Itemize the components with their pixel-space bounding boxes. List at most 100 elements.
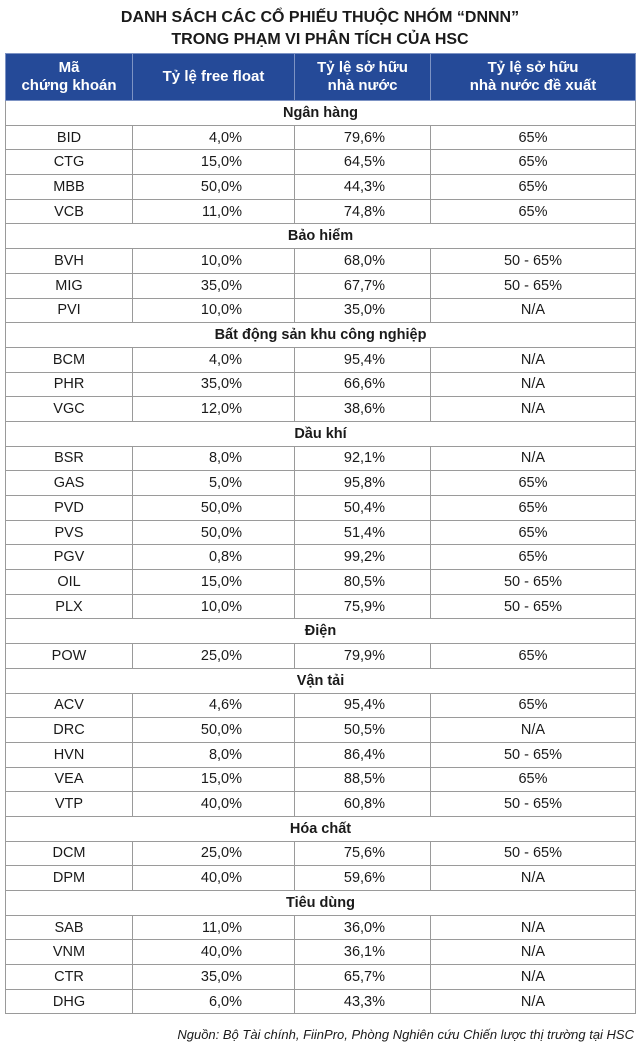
cell: N/A xyxy=(430,865,636,891)
cell: 65% xyxy=(430,174,636,200)
cell: DRC xyxy=(5,717,133,743)
data-row: PVS 50,0% 51,4% 65% xyxy=(5,519,636,546)
cell: 79,6% xyxy=(294,124,431,151)
cell: 51,4% xyxy=(294,519,431,546)
cell: PVI xyxy=(5,297,133,324)
cell: N/A xyxy=(430,964,636,990)
cell: PVD xyxy=(5,495,133,521)
cell: 50 - 65% xyxy=(430,593,636,620)
data-row: CTG 15,0% 64,5% 65% xyxy=(5,149,636,176)
data-row: MIG 35,0% 67,7% 50 - 65% xyxy=(5,272,636,299)
cell: N/A xyxy=(430,988,636,1015)
cell: 80,5% xyxy=(294,569,431,595)
data-row: GAS 5,0% 95,8% 65% xyxy=(5,470,636,496)
cell: 36,1% xyxy=(294,939,431,966)
header-text: Tỷ lệ sở hữu xyxy=(317,59,408,76)
cell: 68,0% xyxy=(294,248,431,274)
data-row: VTP 40,0% 60,8% 50 - 65% xyxy=(5,791,636,817)
data-row: BID 4,0% 79,6% 65% xyxy=(5,124,636,151)
cell: 15,0% xyxy=(132,569,295,595)
cell: VCB xyxy=(5,198,133,225)
cell: 86,4% xyxy=(294,741,431,768)
cell: 50,0% xyxy=(132,717,295,743)
header-text: Mã xyxy=(58,59,80,76)
data-row: BVH 10,0% 68,0% 50 - 65% xyxy=(5,248,636,274)
cell: 50,0% xyxy=(132,519,295,546)
header-row: Mã chứng khoán Tỷ lệ free float Tỷ lệ sở hữ… xyxy=(5,53,636,101)
cell: PVS xyxy=(5,519,133,546)
cell: 10,0% xyxy=(132,593,295,620)
cell: 74,8% xyxy=(294,198,431,225)
table: Mã chứng khoán Tỷ lệ free float Tỷ lệ sở hữ… xyxy=(5,53,636,1015)
data-row: PHR 35,0% 66,6% N/A xyxy=(5,371,636,398)
cell: BID xyxy=(5,124,133,151)
data-row: OIL 15,0% 80,5% 50 - 65% xyxy=(5,569,636,595)
cell: OIL xyxy=(5,569,133,595)
cell: 50 - 65% xyxy=(430,791,636,817)
header-text: nhà nước xyxy=(327,77,398,94)
group-name: Vận tải xyxy=(5,667,636,694)
data-row: PVD 50,0% 50,4% 65% xyxy=(5,495,636,521)
cell: 59,6% xyxy=(294,865,431,891)
cell: 40,0% xyxy=(132,791,295,817)
cell: 95,4% xyxy=(294,692,431,719)
group-row: Vận tải xyxy=(5,667,636,694)
cell: PHR xyxy=(5,371,133,398)
header-text: Tỷ lệ sở hữu xyxy=(487,59,579,76)
cell: 66,6% xyxy=(294,371,431,398)
cell: 4,0% xyxy=(132,346,295,373)
data-row: DPM 40,0% 59,6% N/A xyxy=(5,865,636,891)
cell: 60,8% xyxy=(294,791,431,817)
data-row: VEA 15,0% 88,5% 65% xyxy=(5,766,636,793)
group-row: Dầu khí xyxy=(5,420,636,447)
cell: HVN xyxy=(5,741,133,768)
cell: ACV xyxy=(5,692,133,719)
cell: 65% xyxy=(430,124,636,151)
data-row: MBB 50,0% 44,3% 65% xyxy=(5,174,636,200)
cell: 0,8% xyxy=(132,544,295,571)
cell: 75,9% xyxy=(294,593,431,620)
cell: 10,0% xyxy=(132,297,295,324)
cell: 44,3% xyxy=(294,174,431,200)
data-row: POW 25,0% 79,9% 65% xyxy=(5,643,636,669)
header-cell: Tỷ lệ sở hữu nhà nước xyxy=(294,53,431,101)
cell: 10,0% xyxy=(132,248,295,274)
cell: 65,7% xyxy=(294,964,431,990)
cell: 50 - 65% xyxy=(430,272,636,299)
cell: 35,0% xyxy=(132,272,295,299)
cell: 11,0% xyxy=(132,198,295,225)
cell: N/A xyxy=(430,396,636,422)
cell: N/A xyxy=(430,717,636,743)
cell: 35,0% xyxy=(132,371,295,398)
group-row: Hóa chất xyxy=(5,815,636,842)
data-row: VCB 11,0% 74,8% 65% xyxy=(5,198,636,225)
cell: 38,6% xyxy=(294,396,431,422)
group-name: Bất động sản khu công nghiệp xyxy=(5,322,636,348)
cell: 6,0% xyxy=(132,988,295,1015)
cell: CTG xyxy=(5,149,133,176)
cell: 15,0% xyxy=(132,149,295,176)
cell: BSR xyxy=(5,445,133,472)
group-row: Ngân hàng xyxy=(5,100,636,126)
cell: 50 - 65% xyxy=(430,248,636,274)
cell: 8,0% xyxy=(132,445,295,472)
data-row: DRC 50,0% 50,5% N/A xyxy=(5,717,636,743)
cell: 67,7% xyxy=(294,272,431,299)
cell: 95,4% xyxy=(294,346,431,373)
cell: SAB xyxy=(5,914,133,941)
cell: 4,6% xyxy=(132,692,295,719)
cell: 65% xyxy=(430,766,636,793)
cell: 15,0% xyxy=(132,766,295,793)
cell: DPM xyxy=(5,865,133,891)
cell: PGV xyxy=(5,544,133,571)
table-body: Ngân hàng BID 4,0% 79,6% 65% CTG 15,0% 64,5% 65%… xyxy=(5,100,636,1015)
cell: DCM xyxy=(5,840,133,867)
cell: 8,0% xyxy=(132,741,295,768)
header-cell: Tỷ lệ sở hữu nhà nước đề xuất xyxy=(430,53,636,101)
cell: 11,0% xyxy=(132,914,295,941)
group-name: Ngân hàng xyxy=(5,100,636,126)
title-line: TRONG PHẠM VI PHÂN TÍCH CỦA HSC xyxy=(171,31,469,48)
cell: 25,0% xyxy=(132,643,295,669)
header-text: nhà nước đề xuất xyxy=(469,77,597,94)
